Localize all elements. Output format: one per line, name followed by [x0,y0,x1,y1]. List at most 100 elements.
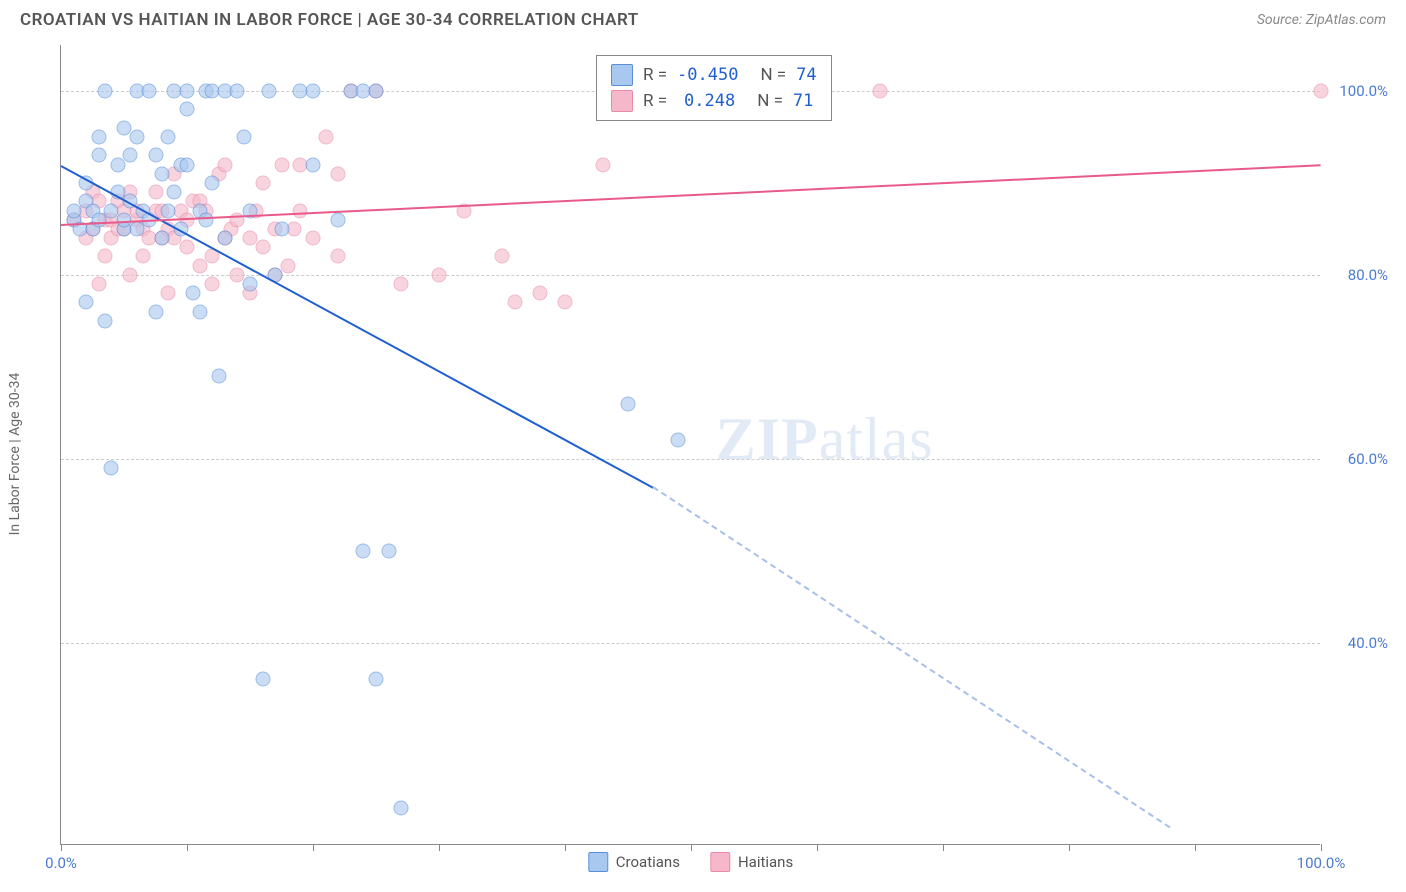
chart-title: CROATIAN VS HAITIAN IN LABOR FORCE | AGE… [20,10,639,30]
trendline-croatians [61,165,654,489]
swatch-pink [710,852,730,872]
data-point-croatians [123,148,138,163]
data-point-croatians [306,83,321,98]
data-point-croatians [198,212,213,227]
x-tick [691,844,692,851]
data-point-haitians [331,249,346,264]
data-point-croatians [186,286,201,301]
x-tick [61,844,62,851]
trendline-haitians [61,165,1321,227]
n-label: N = [757,91,783,111]
data-point-croatians [129,129,144,144]
gridline [61,459,1320,460]
data-point-croatians [161,129,176,144]
n-label: N = [760,65,786,85]
r-value-haitians: 0.248 [684,91,735,111]
y-tick-label: 40.0% [1348,634,1388,652]
data-point-haitians [135,249,150,264]
data-point-croatians [621,396,636,411]
data-point-haitians [318,129,333,144]
series-legend: Croatians Haitians [588,852,793,872]
data-point-croatians [236,129,251,144]
data-point-croatians [274,221,289,236]
legend-label-haitians: Haitians [738,853,793,871]
data-point-haitians [255,175,270,190]
swatch-pink [611,90,633,112]
data-point-haitians [274,157,289,172]
data-point-croatians [369,83,384,98]
legend-row-croatians: R = -0.450 N = 74 [611,62,817,88]
data-point-croatians [261,83,276,98]
data-point-haitians [331,166,346,181]
data-point-haitians [873,83,888,98]
data-point-haitians [91,277,106,292]
data-point-haitians [595,157,610,172]
data-point-haitians [532,286,547,301]
correlation-legend: R = -0.450 N = 74 R = 0.248 N = 71 [596,55,832,121]
data-point-haitians [432,267,447,282]
x-tick-label: 0.0% [45,854,77,872]
data-point-croatians [217,231,232,246]
data-point-croatians [356,543,371,558]
x-tick [187,844,188,851]
x-tick [1321,844,1322,851]
legend-row-haitians: R = 0.248 N = 71 [611,88,817,114]
data-point-croatians [255,672,270,687]
y-tick-label: 80.0% [1348,266,1388,284]
data-point-haitians [507,295,522,310]
data-point-croatians [205,175,220,190]
data-point-croatians [91,129,106,144]
data-point-croatians [154,231,169,246]
legend-item-croatians: Croatians [588,852,680,872]
n-value-croatians: 74 [796,65,816,85]
data-point-croatians [180,83,195,98]
data-point-haitians [205,277,220,292]
data-point-croatians [306,157,321,172]
data-point-haitians [98,249,113,264]
y-tick-label: 60.0% [1348,450,1388,468]
data-point-croatians [331,212,346,227]
data-point-croatians [394,801,409,816]
x-tick [1069,844,1070,851]
watermark: ZIPatlas [716,405,934,474]
y-tick-label: 100.0% [1339,82,1388,100]
data-point-croatians [154,166,169,181]
data-point-haitians [495,249,510,264]
data-point-croatians [243,277,258,292]
x-tick [943,844,944,851]
data-point-croatians [192,304,207,319]
r-label: R = [643,91,667,111]
legend-item-haitians: Haitians [710,852,793,872]
data-point-croatians [98,313,113,328]
data-point-haitians [180,240,195,255]
data-point-croatians [148,304,163,319]
data-point-croatians [142,83,157,98]
x-tick [817,844,818,851]
data-point-haitians [148,185,163,200]
x-tick [439,844,440,851]
plot-area: ZIPatlas R = -0.450 N = 74 R = 0.248 N =… [60,45,1320,845]
data-point-haitians [293,203,308,218]
source-attribution: Source: ZipAtlas.com [1257,12,1386,28]
data-point-haitians [558,295,573,310]
data-point-haitians [255,240,270,255]
gridline [61,643,1320,644]
data-point-croatians [671,433,686,448]
data-point-croatians [148,148,163,163]
data-point-croatians [381,543,396,558]
data-point-croatians [161,203,176,218]
data-point-haitians [394,277,409,292]
data-point-croatians [211,369,226,384]
x-tick [1195,844,1196,851]
r-label: R = [643,65,667,85]
data-point-haitians [280,258,295,273]
data-point-croatians [180,102,195,117]
data-point-croatians [79,295,94,310]
data-point-croatians [167,185,182,200]
data-point-croatians [98,83,113,98]
data-point-croatians [369,672,384,687]
data-point-haitians [217,157,232,172]
data-point-croatians [91,148,106,163]
r-value-croatians: -0.450 [677,65,738,85]
x-tick [565,844,566,851]
